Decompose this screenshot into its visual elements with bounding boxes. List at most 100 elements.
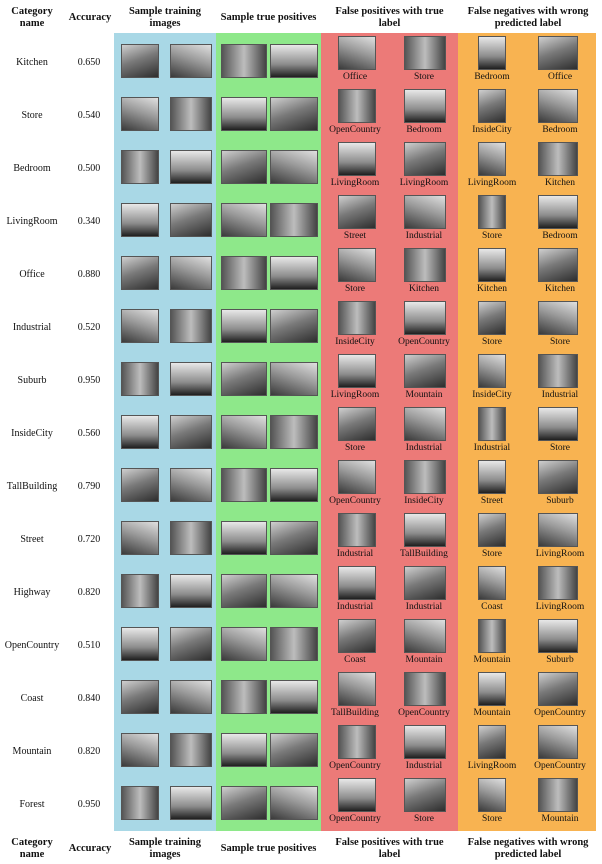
true-positive-image: [221, 362, 267, 396]
false-negative-label: Suburb: [546, 655, 574, 665]
false-positive-label: Store: [413, 814, 435, 824]
false-negative-image: [478, 566, 506, 600]
false-positive-label: Industrial: [405, 231, 443, 241]
training-image: [121, 203, 159, 237]
true-positive-image: [270, 521, 318, 555]
training-image: [121, 362, 159, 396]
false-positive-image: [404, 725, 446, 759]
false-negative-label: OpenCountry: [534, 708, 586, 718]
false-positive-image: [338, 672, 376, 706]
false-negative-label: Bedroom: [474, 72, 510, 82]
true-positive-image: [270, 468, 318, 502]
footer-accuracy: Accuracy: [68, 843, 112, 854]
false-positive-label: InsideCity: [404, 496, 444, 506]
category-name: Industrial: [12, 322, 52, 333]
true-positive-image: [221, 150, 267, 184]
header-false-positives: False positives with true label: [335, 6, 444, 29]
training-image: [170, 44, 212, 78]
false-negative-image: [478, 460, 506, 494]
header-accuracy: Accuracy: [68, 12, 112, 23]
category-name: Coast: [20, 693, 44, 704]
false-positive-image: [338, 142, 376, 176]
true-positive-image: [270, 256, 318, 290]
false-negative-image: [538, 89, 578, 123]
false-negative-image: [538, 778, 578, 812]
false-negative-image: [538, 36, 578, 70]
false-positive-label: Mountain: [405, 655, 443, 665]
category-name: Store: [21, 110, 43, 121]
table-row: TallBuilding 0.790 OpenCountry InsideCity St…: [0, 460, 602, 513]
false-negative-label: Store: [481, 549, 503, 559]
false-positive-image: [404, 672, 446, 706]
accuracy-value: 0.840: [77, 693, 101, 704]
false-negative-image: [478, 354, 506, 388]
false-negative-label: Industrial: [473, 443, 511, 453]
false-positive-image: [338, 725, 376, 759]
true-positive-image: [221, 574, 267, 608]
training-image: [121, 256, 159, 290]
false-negative-image: [538, 142, 578, 176]
false-negative-image: [538, 619, 578, 653]
training-image: [170, 786, 212, 820]
true-positive-image: [270, 627, 318, 661]
training-image: [170, 574, 212, 608]
training-image: [170, 468, 212, 502]
false-positive-image: [404, 36, 446, 70]
false-negative-image: [478, 725, 506, 759]
false-negative-image: [538, 672, 578, 706]
true-positive-image: [221, 680, 267, 714]
category-name: LivingRoom: [6, 216, 58, 227]
training-image: [121, 521, 159, 555]
footer-category: Category name: [11, 837, 53, 860]
accuracy-value: 0.950: [77, 799, 101, 810]
table-row: LivingRoom 0.340 Street Industrial Store Bedr…: [0, 195, 602, 248]
false-negative-label: Store: [481, 814, 503, 824]
false-positive-image: [338, 619, 376, 653]
category-name: Office: [19, 269, 45, 280]
training-image: [121, 786, 159, 820]
false-positive-label: Store: [344, 443, 366, 453]
table-row: Coast 0.840 TallBuilding OpenCountry Mountai…: [0, 672, 602, 725]
training-image: [121, 468, 159, 502]
false-positive-image: [404, 301, 446, 335]
false-negative-label: Mountain: [541, 814, 579, 824]
false-positive-image: [404, 195, 446, 229]
false-negative-label: Industrial: [541, 390, 579, 400]
false-positive-label: Bedroom: [406, 125, 442, 135]
false-negative-label: Bedroom: [542, 231, 578, 241]
training-image: [170, 680, 212, 714]
category-name: OpenCountry: [4, 640, 60, 651]
true-positive-image: [221, 415, 267, 449]
true-positive-image: [270, 44, 318, 78]
false-positive-label: OpenCountry: [329, 814, 381, 824]
category-name: Forest: [19, 799, 45, 810]
false-negative-image: [538, 513, 578, 547]
false-negative-image: [478, 619, 506, 653]
footer-false-positives: False positives with true label: [335, 837, 444, 860]
training-image: [121, 44, 159, 78]
accuracy-value: 0.820: [77, 587, 101, 598]
false-negative-image: [478, 195, 506, 229]
false-negative-label: OpenCountry: [534, 761, 586, 771]
false-negative-image: [538, 407, 578, 441]
false-negative-label: Kitchen: [544, 178, 576, 188]
accuracy-value: 0.340: [77, 216, 101, 227]
accuracy-value: 0.720: [77, 534, 101, 545]
true-positive-image: [270, 362, 318, 396]
false-positive-image: [338, 89, 376, 123]
accuracy-value: 0.520: [77, 322, 101, 333]
false-negative-label: Kitchen: [476, 284, 508, 294]
header-training: Sample training images: [128, 6, 202, 29]
false-negative-label: Store: [481, 337, 503, 347]
false-positive-image: [404, 407, 446, 441]
table-row: Mountain 0.820 OpenCountry Industrial Living…: [0, 725, 602, 778]
false-negative-image: [478, 89, 506, 123]
false-positive-label: Industrial: [405, 443, 443, 453]
header-false-negatives: False negatives with wrong predicted lab…: [467, 6, 589, 29]
training-image: [170, 521, 212, 555]
training-image: [170, 362, 212, 396]
footer-training: Sample training images: [128, 837, 202, 860]
true-positive-image: [221, 256, 267, 290]
training-image: [170, 733, 212, 767]
false-positive-label: Industrial: [405, 602, 443, 612]
